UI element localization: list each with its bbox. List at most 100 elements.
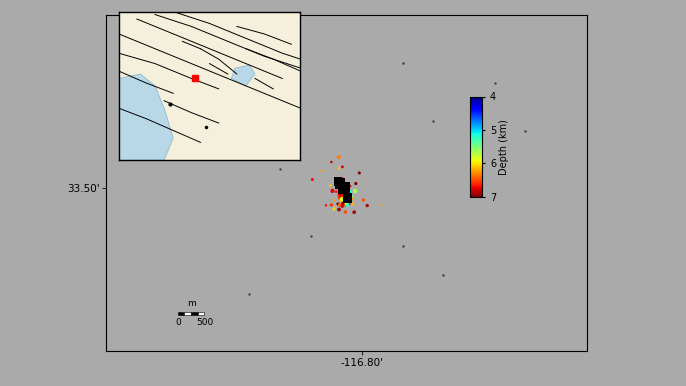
Point [326,159,337,165]
Point [342,197,353,203]
Polygon shape [231,65,255,86]
Point [338,196,348,202]
Point [338,192,349,198]
Point [329,206,340,212]
Point [338,193,348,199]
Point [338,193,348,199]
Polygon shape [119,74,173,160]
Text: m: m [187,299,196,308]
Point [489,80,500,86]
Point [337,187,348,193]
Point [338,192,348,198]
Point [339,193,350,200]
Point [338,195,349,201]
Point [337,193,348,199]
Point [344,183,355,189]
Point [338,193,349,200]
Point [317,168,328,174]
Point [339,189,350,195]
Point [342,198,353,204]
Point [346,196,357,202]
Point [338,196,348,203]
Point [338,196,349,202]
Point [339,194,350,200]
Point [338,193,349,199]
Point [335,203,346,209]
Point [336,192,347,198]
Point [348,201,359,207]
Point [338,193,349,199]
Point [354,170,365,176]
Point [337,195,348,201]
Point [333,207,344,213]
Point [339,190,350,196]
Point [337,191,348,197]
Point [350,188,361,194]
Point [438,271,449,278]
Y-axis label: Depth (km): Depth (km) [499,119,509,174]
Point [339,191,350,197]
Point [333,202,344,208]
Point [338,193,348,199]
Point [338,200,349,206]
Point [338,194,348,200]
Point [336,195,347,201]
Point [338,195,349,201]
Point [338,192,349,198]
Point [338,194,349,200]
Point [338,193,348,199]
Point [338,188,348,194]
Point [338,193,348,199]
Point [338,193,348,199]
Point [336,198,347,204]
Point [336,193,347,199]
Point [339,193,350,200]
Point [337,186,348,193]
Point [339,193,350,199]
Point [335,190,346,196]
Point [362,203,372,209]
Point [337,187,348,193]
Point [338,193,349,199]
Point [337,194,348,200]
Point [337,193,348,199]
Point [341,187,352,193]
Point [341,198,352,204]
Point [342,195,353,201]
Point [337,190,348,196]
Point [338,198,348,204]
Point [339,188,350,195]
Point [337,196,348,203]
Point [376,202,387,208]
Point [338,191,349,197]
Point [335,194,346,200]
Bar [185,312,191,315]
Point [339,194,350,200]
Point [333,154,344,160]
Point [340,198,351,205]
Point [341,191,352,198]
Point [338,196,348,202]
Point [336,183,347,189]
Point [340,200,351,206]
Point [333,165,344,171]
Point [337,203,348,210]
Point [338,192,349,198]
Point [339,195,350,201]
Point [335,182,346,188]
Point [338,193,349,199]
Point [334,178,345,185]
Point [338,195,348,201]
Point [338,193,348,200]
Point [340,183,351,189]
Point [337,194,348,200]
Point [339,193,350,199]
Point [338,191,349,198]
Point [333,195,344,201]
Point [342,197,353,203]
Point [341,191,352,197]
Bar [178,312,185,315]
Point [339,194,350,200]
Point [343,193,354,199]
Point [338,192,349,198]
